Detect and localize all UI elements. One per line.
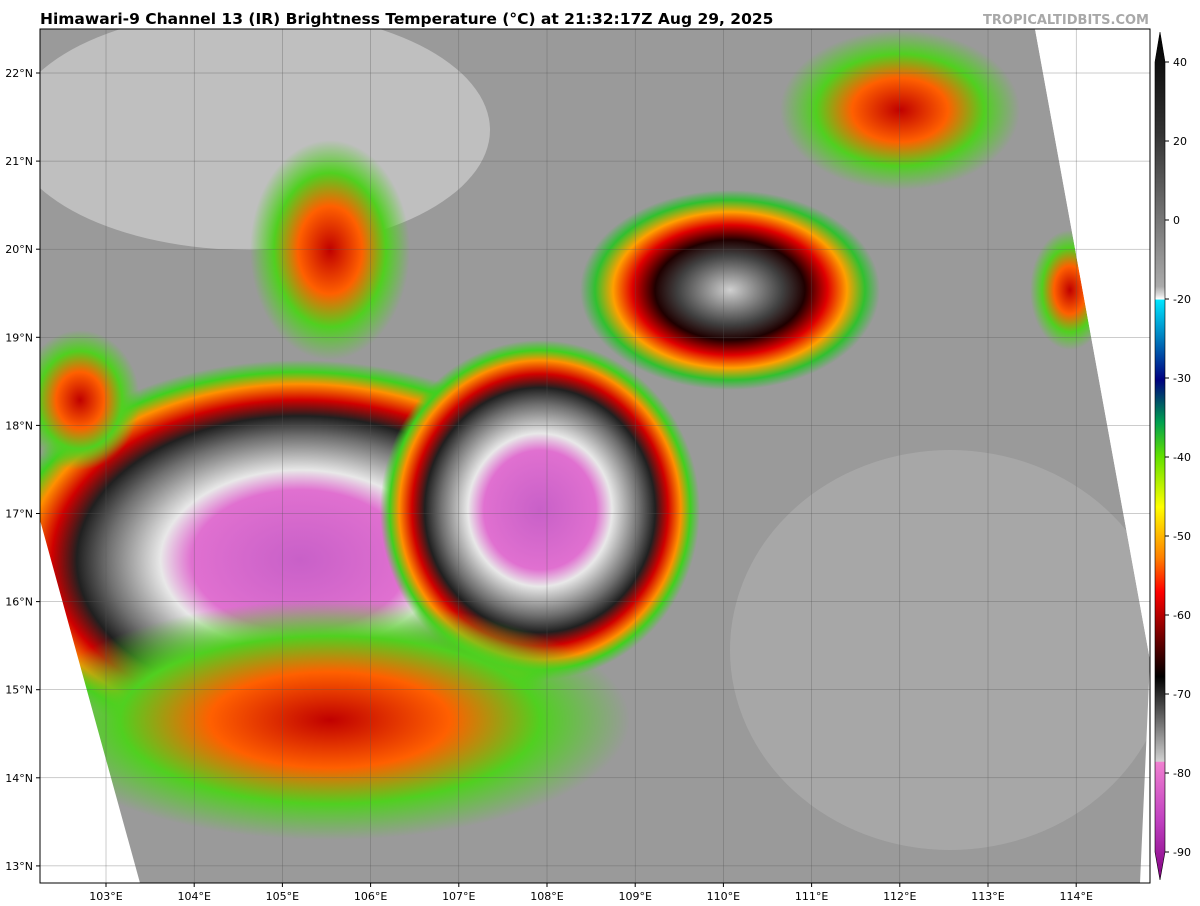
lon-label: 114°E (1059, 890, 1092, 903)
colorbar-label: -80 (1173, 767, 1191, 780)
lat-label: 17°N (5, 508, 33, 521)
colorbar-label: -90 (1173, 846, 1191, 859)
lon-label: 104°E (177, 890, 210, 903)
lat-label: 20°N (5, 243, 33, 256)
colorbar-label: -50 (1173, 530, 1191, 543)
lon-label: 107°E (442, 890, 475, 903)
lat-label: 15°N (5, 684, 33, 697)
lon-label: 109°E (618, 890, 651, 903)
lat-label: 22°N (5, 67, 33, 80)
colorbar-label: -20 (1173, 293, 1191, 306)
source: TROPICALTIDBITS.COM (983, 13, 1149, 28)
lat-label: 21°N (5, 155, 33, 168)
lon-label: 106°E (354, 890, 387, 903)
lon-label: 110°E (707, 890, 740, 903)
lon-label: 105°E (266, 890, 299, 903)
map-frame (39, 28, 1151, 884)
colorbar (1154, 31, 1166, 881)
lon-label: 111°E (795, 890, 828, 903)
colorbar-label: 40 (1173, 56, 1187, 69)
satellite-image (40, 29, 1150, 883)
colorbar-label: -70 (1173, 688, 1191, 701)
lat-label: 18°N (5, 419, 33, 432)
colorbar-label: -30 (1173, 372, 1191, 385)
graticule (40, 29, 1150, 883)
lon-label: 108°E (530, 890, 563, 903)
lat-label: 19°N (5, 331, 33, 344)
colorbar-label: 0 (1173, 214, 1180, 227)
lon-label: 113°E (971, 890, 1004, 903)
lon-label: 112°E (883, 890, 916, 903)
lat-label: 16°N (5, 596, 33, 609)
title: Himawari-9 Channel 13 (IR) Brightness Te… (40, 10, 773, 28)
colorbar-label: -60 (1173, 609, 1191, 622)
colorbar-label: 20 (1173, 135, 1187, 148)
lat-label: 14°N (5, 772, 33, 785)
colorbar-label: -40 (1173, 451, 1191, 464)
lat-label: 13°N (5, 860, 33, 873)
lon-label: 103°E (89, 890, 122, 903)
